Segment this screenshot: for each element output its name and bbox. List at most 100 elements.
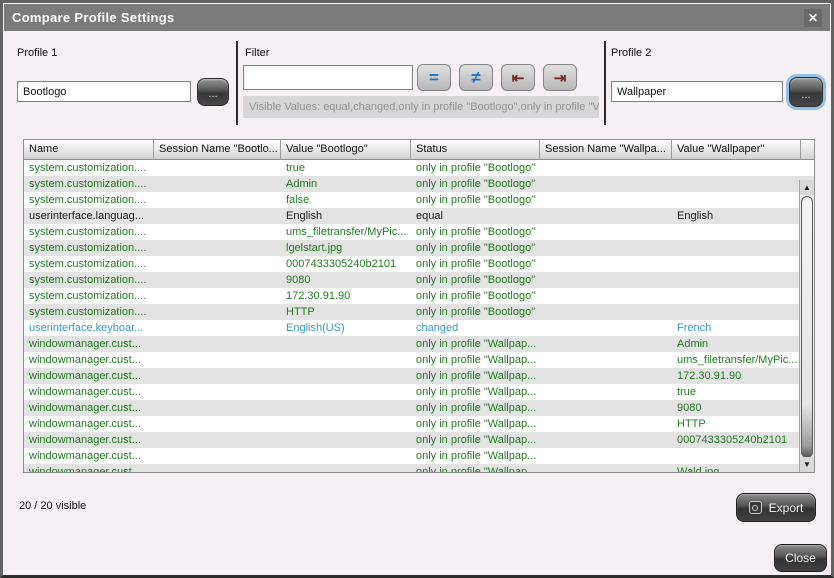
table-row[interactable]: windowmanager.cust... only in profile "W… — [24, 432, 814, 448]
filter-equal-button[interactable]: = — [417, 64, 451, 91]
status-cell: only in profile "Bootlogo" — [416, 274, 536, 286]
table-row[interactable]: windowmanager.cust... only in profile "W… — [24, 448, 814, 464]
value2-cell — [672, 224, 801, 240]
session1-cell — [154, 400, 281, 416]
table-header: Name Session Name "Bootlo... Value "Boot… — [24, 140, 814, 160]
status-cell: only in profile "Bootlogo" — [416, 162, 536, 174]
value1-cell: lgelstart.jpg — [286, 242, 343, 254]
table-row[interactable]: windowmanager.cust... only in profile "W… — [24, 400, 814, 416]
scrollbar-thumb[interactable] — [801, 196, 813, 458]
table-row[interactable]: windowmanager.cust... only in profile "W… — [24, 336, 814, 352]
filter-not-equal-button[interactable]: ≠ — [459, 64, 493, 91]
value2-cell: 0007433305240b2101 — [677, 434, 788, 446]
status-cell: only in profile "Wallpap... — [416, 370, 537, 382]
column-header-session1[interactable]: Session Name "Bootlo... — [154, 140, 281, 160]
value1-cell — [281, 448, 411, 464]
session1-cell — [154, 160, 281, 176]
table-row[interactable]: windowmanager.cust... only in profile "W… — [24, 368, 814, 384]
status-cell: only in profile "Bootlogo" — [416, 194, 536, 206]
table-row[interactable]: windowmanager.cust... only in profile "W… — [24, 464, 814, 472]
table-row[interactable]: system.customization.... ums_filetransfe… — [24, 224, 814, 240]
arrow-to-bar-left-icon: ⇤ — [511, 69, 525, 87]
name-cell: system.customization.... — [29, 194, 147, 206]
scroll-up-button[interactable]: ▲ — [800, 180, 814, 195]
table-row[interactable]: system.customization.... 0007433305240b2… — [24, 256, 814, 272]
name-cell: windowmanager.cust... — [29, 402, 141, 414]
session1-cell — [154, 192, 281, 208]
export-button[interactable]: Export — [736, 493, 816, 522]
status-cell: only in profile "Wallpap... — [416, 402, 537, 414]
value1-cell: ums_filetransfer/MyPic... — [286, 226, 407, 238]
session1-cell — [154, 448, 281, 464]
session2-cell — [540, 336, 672, 352]
status-cell: only in profile "Wallpap... — [416, 354, 537, 366]
name-cell: windowmanager.cust... — [29, 338, 141, 350]
visible-values-text: Visible Values: equal,changed,only in pr… — [243, 96, 599, 118]
name-cell: system.customization.... — [29, 178, 147, 190]
value2-cell — [672, 176, 801, 192]
session1-cell — [154, 240, 281, 256]
filter-label: Filter — [245, 47, 270, 59]
export-button-label: Export — [768, 500, 804, 515]
value2-cell: true — [677, 386, 696, 398]
filter-only-profile2-button[interactable]: ⇥ — [543, 64, 577, 91]
scroll-down-icon: ▼ — [803, 460, 811, 469]
profile1-browse-button[interactable]: ... — [197, 78, 229, 106]
profile2-browse-button[interactable]: ... — [789, 77, 823, 107]
value2-cell: Admin — [677, 338, 709, 350]
name-cell: windowmanager.cust... — [29, 354, 141, 366]
table-row[interactable]: system.customization.... 9080 only in pr… — [24, 272, 814, 288]
table-row[interactable]: system.customization.... true only in pr… — [24, 160, 814, 176]
value1-cell: 0007433305240b2101 — [286, 258, 397, 270]
session1-cell — [154, 256, 281, 272]
name-cell: windowmanager.cust... — [29, 370, 141, 382]
value2-cell: French — [677, 322, 712, 334]
column-header-name[interactable]: Name — [24, 140, 154, 160]
table-row[interactable]: userinterface.languag... English equal E… — [24, 208, 814, 224]
session2-cell — [540, 160, 672, 176]
filter-input[interactable] — [243, 65, 413, 90]
section-divider — [604, 41, 606, 125]
vertical-scrollbar[interactable]: ▲ ▼ — [799, 180, 814, 472]
table-row[interactable]: userinterface.keyboar... English(US) cha… — [24, 320, 814, 336]
session1-cell — [154, 464, 281, 472]
session1-cell — [154, 304, 281, 320]
session2-cell — [540, 288, 672, 304]
equal-icon: = — [429, 67, 439, 87]
column-header-status[interactable]: Status — [411, 140, 540, 160]
table-row[interactable]: windowmanager.cust... only in profile "W… — [24, 384, 814, 400]
table-row[interactable]: windowmanager.cust... only in profile "W… — [24, 416, 814, 432]
scroll-down-button[interactable]: ▼ — [800, 457, 814, 472]
table-row[interactable]: system.customization.... lgelstart.jpg o… — [24, 240, 814, 256]
window-close-button[interactable]: ✕ — [804, 8, 822, 27]
table-row[interactable]: system.customization.... Admin only in p… — [24, 176, 814, 192]
table-row[interactable]: windowmanager.cust... only in profile "W… — [24, 352, 814, 368]
column-header-session2[interactable]: Session Name "Wallpa... — [540, 140, 672, 160]
session2-cell — [540, 176, 672, 192]
filter-only-profile1-button[interactable]: ⇤ — [501, 64, 535, 91]
close-button[interactable]: Close — [774, 544, 827, 572]
name-cell: system.customization.... — [29, 226, 147, 238]
value1-cell: false — [286, 194, 310, 206]
session2-cell — [540, 384, 672, 400]
profile1-input[interactable] — [17, 81, 191, 102]
value1-cell — [281, 384, 411, 400]
table-row[interactable]: system.customization.... 172.30.91.90 on… — [24, 288, 814, 304]
table-row[interactable]: system.customization.... false only in p… — [24, 192, 814, 208]
value2-cell: 9080 — [677, 402, 702, 414]
value2-cell — [672, 448, 801, 464]
session2-cell — [540, 272, 672, 288]
arrow-to-bar-right-icon: ⇥ — [553, 69, 567, 87]
column-header-value2[interactable]: Value "Wallpaper" — [672, 140, 801, 160]
profile2-input[interactable] — [611, 81, 783, 102]
status-cell: only in profile "Bootlogo" — [416, 258, 536, 270]
close-button-label: Close — [785, 551, 816, 565]
session1-cell — [154, 320, 281, 336]
value1-cell: true — [286, 162, 305, 174]
name-cell: windowmanager.cust... — [29, 466, 141, 472]
column-header-value1[interactable]: Value "Bootlogo" — [281, 140, 411, 160]
name-cell: windowmanager.cust... — [29, 418, 141, 430]
table-row[interactable]: system.customization.... HTTP only in pr… — [24, 304, 814, 320]
session2-cell — [540, 224, 672, 240]
value1-cell: English(US) — [286, 322, 345, 334]
